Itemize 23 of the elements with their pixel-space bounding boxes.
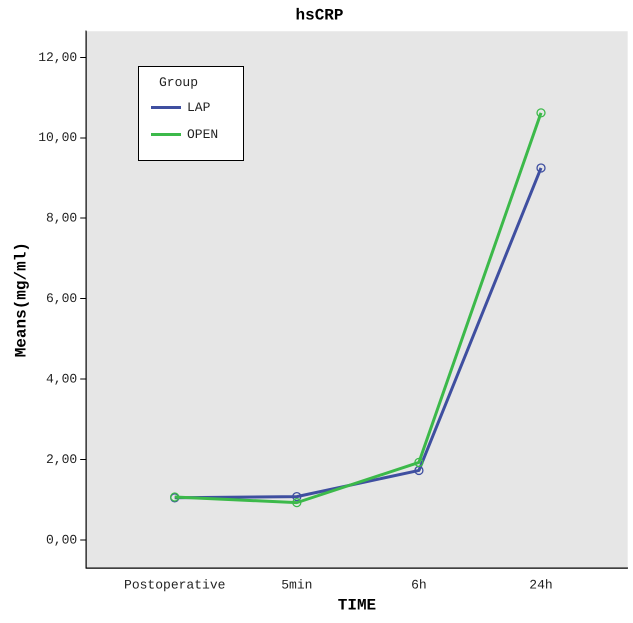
point — [414, 458, 424, 468]
point — [414, 466, 424, 476]
y-tick-label: 12,00 — [38, 50, 78, 65]
legend-title: Group — [159, 75, 200, 90]
chart-title: hsCRP — [295, 6, 344, 25]
x-tick-label: Postoperative — [124, 577, 226, 592]
x-tick-label: 5min — [281, 577, 312, 592]
x-axis-title: TIME — [338, 596, 376, 614]
point — [292, 498, 302, 508]
y-axis-title: Means(mg/ml) — [12, 242, 31, 358]
legend-label: LAP — [187, 100, 210, 115]
y-tick-label: 8,00 — [46, 210, 78, 226]
y-tick-label: 4,00 — [46, 372, 78, 387]
point — [292, 492, 302, 502]
y-tick-label: 10,00 — [38, 130, 78, 146]
y-tick-label: 0,00 — [46, 532, 78, 548]
point — [536, 163, 546, 173]
y-tick-label: 6,00 — [46, 291, 78, 306]
x-tick-label: 24h — [529, 577, 553, 592]
x-tick-label: 6h — [411, 577, 427, 592]
point — [536, 108, 546, 118]
y-tick-label: 2,00 — [46, 452, 78, 468]
legend-label: OPEN — [187, 127, 218, 142]
